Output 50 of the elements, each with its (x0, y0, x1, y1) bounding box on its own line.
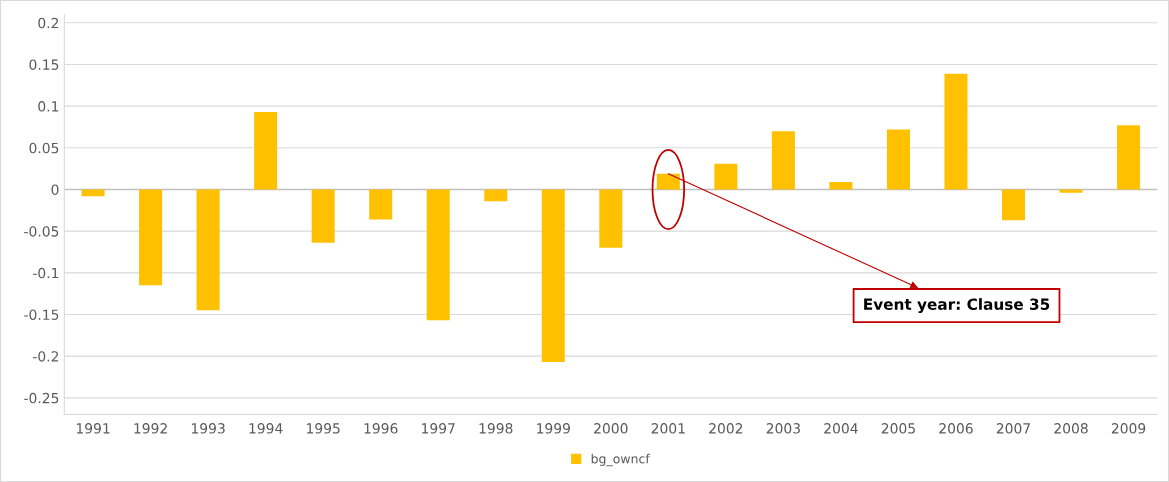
x-tick-label: 2004 (824, 423, 858, 434)
bar (254, 111, 278, 190)
bar (426, 189, 450, 321)
x-tick-label: 2006 (939, 423, 973, 434)
x-tick-label: 1992 (134, 423, 167, 434)
bar (714, 163, 738, 190)
bar (484, 189, 508, 202)
y-tick-label: -0.05 (24, 226, 59, 237)
bar (81, 189, 105, 197)
bar (311, 189, 335, 243)
bar (771, 131, 795, 190)
bar (1059, 189, 1083, 193)
x-tick-label: 1995 (307, 423, 340, 434)
y-tick-label: -0.1 (33, 267, 59, 279)
x-tick-label: 2001 (651, 423, 685, 434)
bar (196, 189, 220, 311)
bar (1117, 125, 1141, 190)
x-tick-label: 2005 (881, 423, 915, 434)
x-tick-label: 2000 (594, 423, 628, 434)
legend-label: bg_owncf (591, 453, 651, 467)
bar (369, 189, 393, 220)
x-tick-label: 2008 (1054, 423, 1088, 434)
x-tick-label: 1996 (364, 423, 398, 434)
bar (829, 181, 853, 190)
x-tick-label: 2009 (1111, 423, 1146, 434)
y-tick-label: 0 (51, 184, 59, 195)
y-tick-label: 0.2 (38, 17, 59, 29)
x-tick-label: 1998 (479, 423, 513, 434)
annotation: Event year: Clause 35 (864, 298, 1050, 314)
x-tick-label: 1991 (76, 423, 110, 434)
y-tick-label: -0.25 (24, 392, 59, 404)
y-tick-label: -0.15 (24, 309, 59, 320)
bar (599, 189, 623, 248)
x-tick-label: 2002 (709, 423, 743, 434)
bar (944, 73, 968, 190)
bar (656, 173, 680, 190)
x-tick-label: 1994 (249, 423, 283, 434)
bar (541, 189, 565, 363)
y-tick-label: 0.1 (38, 101, 59, 112)
bar (1001, 189, 1025, 221)
x-tick-label: 2003 (766, 423, 800, 434)
y-tick-label: -0.2 (33, 351, 59, 362)
x-tick-label: 1997 (422, 423, 455, 434)
y-tick-label: 0.05 (29, 142, 59, 154)
x-tick-label: 1999 (537, 423, 570, 434)
bar (886, 129, 910, 190)
y-tick-label: 0.15 (29, 59, 59, 70)
x-tick-label: 2007 (996, 423, 1030, 434)
x-tick-label: 1993 (191, 423, 225, 434)
bar (139, 189, 163, 286)
